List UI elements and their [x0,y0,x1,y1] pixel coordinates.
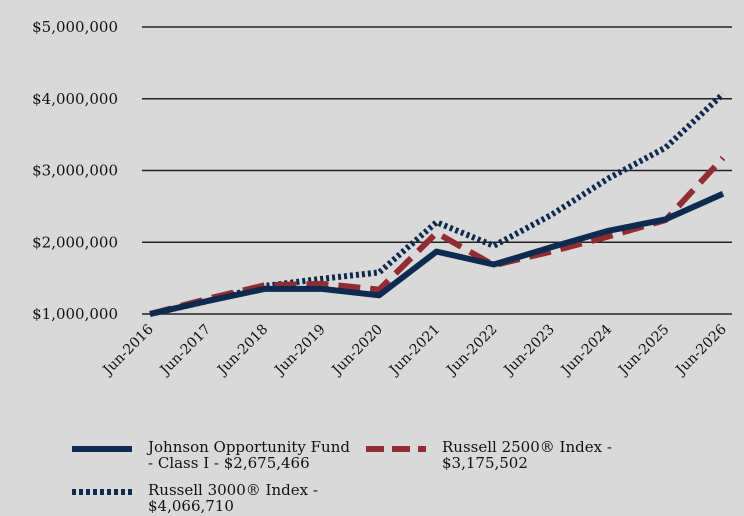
x-tick-label: Jun-2017 [156,322,214,380]
x-tick-label: Jun-2024 [557,321,615,379]
x-tick-label: Jun-2016 [99,321,157,379]
y-tick-label: $3,000,000 [32,162,118,180]
x-tick-label: Jun-2019 [271,322,329,380]
x-tick-label: Jun-2021 [385,322,443,380]
gridlines [142,26,732,315]
y-tick-label: $4,000,000 [32,90,118,108]
series-line-1 [149,155,726,317]
x-tick-label: Jun-2018 [213,322,271,380]
series-line-2 [149,91,726,317]
x-tick-label: Jun-2023 [500,322,558,380]
x-tick-label: Jun-2026 [672,321,730,379]
x-tick-label: Jun-2025 [615,322,673,380]
y-tick-label: $2,000,000 [32,233,118,251]
y-tick-label: $5,000,000 [32,18,118,36]
x-tick-label: Jun-2020 [328,322,386,380]
y-tick-label: $1,000,000 [32,305,118,323]
x-axis-ticks: Jun-2016 Jun-2017 Jun-2018 Jun-2019 Jun-2020… [99,321,730,379]
series-lines [149,91,726,317]
y-axis-ticks: $1,000,000 $2,000,000 $3,000,000 $4,000,000… [32,18,118,323]
x-tick-label: Jun-2022 [443,322,501,380]
series-line-0 [149,191,725,317]
